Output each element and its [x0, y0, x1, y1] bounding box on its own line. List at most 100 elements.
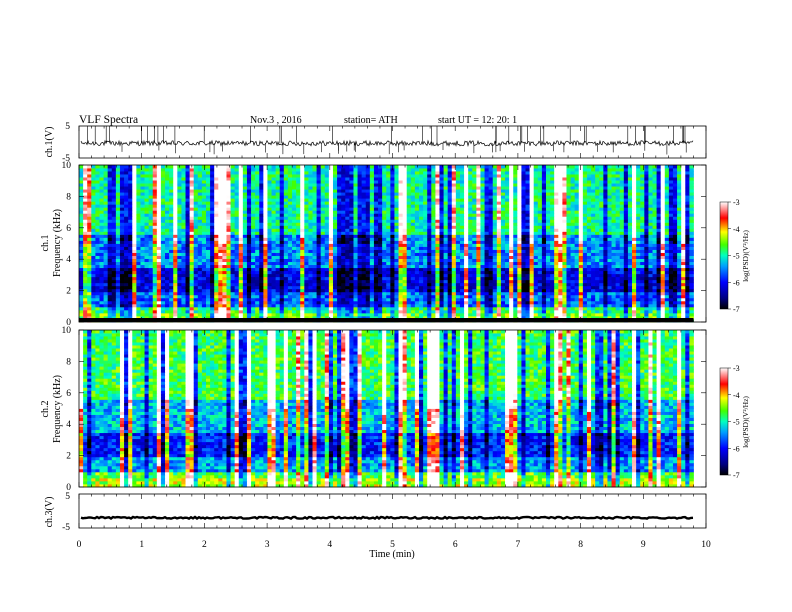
spectrogram-cell	[308, 261, 313, 266]
spectrogram-cell	[152, 285, 158, 290]
spectrogram-cell	[205, 240, 211, 244]
spectrogram-cell	[279, 300, 285, 305]
spectrogram-cell	[263, 279, 268, 284]
spectrogram-cell	[681, 231, 686, 235]
spectrogram-cell	[517, 237, 522, 241]
spectrogram-cell	[496, 303, 502, 308]
spectrogram-cell	[324, 231, 330, 235]
spectrogram-cell	[148, 264, 154, 269]
spectrogram-cell	[472, 234, 477, 238]
spectrogram-cell	[439, 309, 444, 314]
spectrogram-cell	[390, 309, 395, 314]
spectrogram-cell	[169, 312, 174, 317]
spectrogram-cell	[287, 267, 293, 272]
spectrogram-cell	[623, 258, 629, 263]
spectrogram-cell	[447, 270, 453, 275]
spectrogram-cell	[492, 315, 498, 320]
spectrogram-cell	[308, 270, 313, 275]
spectrogram-cell	[586, 231, 592, 235]
spectrogram-cell	[488, 288, 494, 293]
spectrogram-cell	[595, 309, 600, 314]
spectrogram-cell	[689, 288, 694, 293]
spectrogram-cell	[144, 300, 150, 305]
spectrogram-cell	[578, 240, 584, 244]
spectrogram-cell	[685, 258, 690, 263]
spectrogram-cell	[205, 315, 211, 320]
spectrogram-cell	[566, 315, 571, 320]
spectrogram-cell	[586, 312, 592, 317]
spectrogram-cell	[197, 300, 203, 305]
spectrogram-cell	[500, 243, 506, 247]
spectrogram-cell	[246, 231, 252, 235]
spectrogram-cell	[476, 303, 481, 308]
spectrogram-cell	[398, 231, 404, 235]
spectrogram-cell	[382, 294, 387, 299]
spectrogram-cell	[369, 246, 375, 250]
spectrogram-cell	[668, 264, 674, 269]
spectrogram-cell	[271, 237, 277, 241]
spectrogram-cell	[169, 315, 174, 320]
spectrogram-cell	[148, 309, 154, 314]
spectrogram-cell	[668, 237, 674, 241]
spectrogram-cell	[521, 243, 526, 247]
spectrogram-cell	[292, 267, 297, 272]
spectrogram-cell	[459, 300, 465, 305]
spectrogram-cell	[603, 234, 608, 238]
spectrogram-cell	[652, 240, 657, 244]
spectrogram-cell	[353, 225, 358, 229]
spectrogram-cell	[627, 243, 633, 247]
spectrogram-cell	[283, 258, 289, 263]
spectrogram-cell	[648, 246, 653, 250]
spectrogram-cell	[492, 291, 498, 296]
spectrogram-cell	[619, 231, 625, 235]
spectrogram-cell	[226, 303, 231, 308]
spectrogram-cell	[140, 273, 145, 278]
spectrogram-cell	[316, 291, 322, 296]
spectrogram-cell	[566, 279, 571, 284]
spectrogram-cell	[259, 234, 264, 238]
spectrogram-cell	[496, 240, 502, 244]
spectrogram-cell	[607, 258, 612, 263]
spectrogram-cell	[623, 240, 629, 244]
spectrogram-cell	[328, 303, 334, 308]
spectrogram-cell	[562, 231, 567, 235]
spectrogram-cell	[251, 300, 256, 305]
spectrogram-cell	[165, 282, 170, 287]
spectrogram-cell	[451, 261, 457, 266]
spectrogram-cell	[603, 255, 608, 259]
spectrogram-cell	[103, 222, 109, 226]
spectrogram-cell	[365, 300, 371, 305]
spectrogram-cell	[373, 288, 379, 293]
spectrogram-cell	[476, 240, 481, 244]
spectrogram-cell	[128, 246, 133, 250]
spectrogram-cell	[144, 291, 150, 296]
spectrogram-cell	[414, 249, 420, 253]
spectrogram-cell	[312, 255, 317, 259]
spectrogram-cell	[91, 270, 96, 275]
spectrogram-cell	[480, 300, 485, 305]
spectrogram-cell	[177, 285, 182, 290]
spectrogram-cell	[689, 279, 694, 284]
spectrogram-cell	[603, 261, 608, 266]
spectrogram-cell	[119, 285, 125, 290]
spectrogram-cell	[660, 288, 666, 293]
spectrogram-cell	[279, 243, 285, 247]
spectrogram-cell	[455, 222, 461, 226]
spectrogram-cell	[177, 243, 182, 247]
spectrogram-cell	[472, 258, 477, 263]
spectrogram-cell	[541, 240, 547, 244]
spectrogram-cell	[632, 285, 637, 290]
spectrogram-cell	[619, 258, 625, 263]
spectrogram-cell	[636, 234, 641, 238]
spectrogram-cell	[394, 297, 399, 302]
spectrogram-cell	[95, 264, 100, 269]
spectrogram-cell	[332, 282, 338, 287]
spectrogram-cell	[509, 303, 514, 308]
spectrogram-cell	[566, 276, 571, 281]
spectrogram-cell	[332, 234, 338, 238]
spectrogram-cell	[525, 309, 531, 314]
spectrogram-cell	[480, 279, 485, 284]
spectrogram-cell	[271, 315, 277, 320]
spectrogram-cell	[623, 228, 629, 232]
spectrogram-cell	[156, 303, 162, 308]
